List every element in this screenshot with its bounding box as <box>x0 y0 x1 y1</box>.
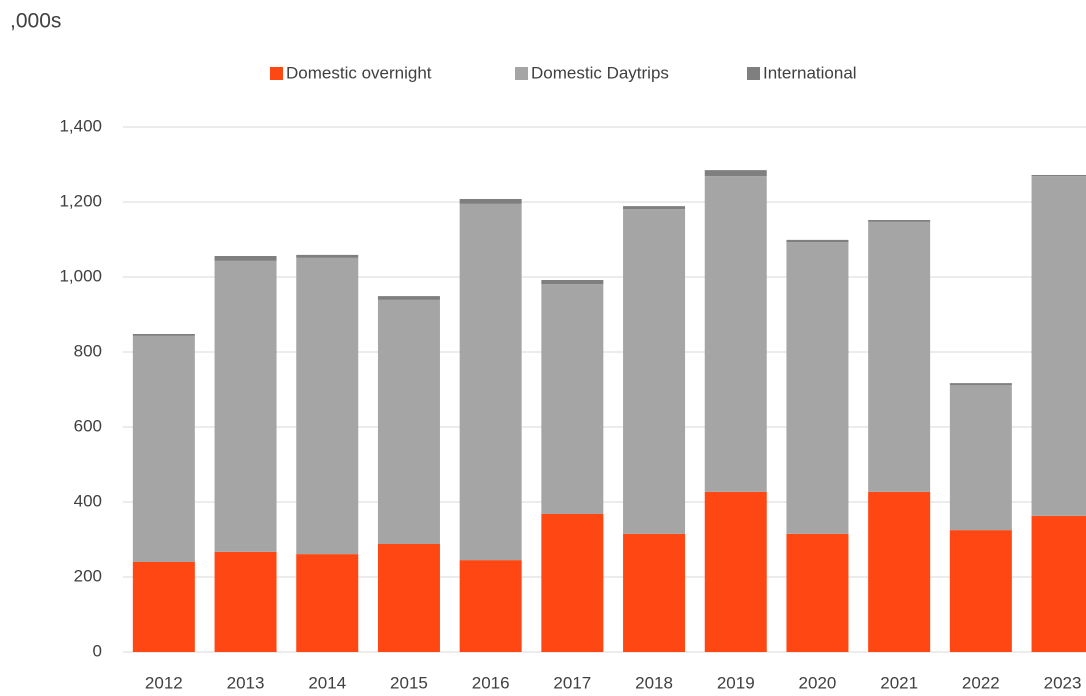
y-tick-label: 200 <box>74 566 102 585</box>
x-tick-label: 2017 <box>553 673 591 692</box>
bar-segment <box>704 170 767 177</box>
legend-label: International <box>763 63 857 82</box>
y-tick-label: 1,000 <box>59 266 102 285</box>
bar-segment <box>132 334 195 336</box>
bar-segment <box>1031 175 1086 177</box>
bar-segment <box>541 514 604 652</box>
bar-segment <box>1031 515 1086 652</box>
x-tick-label: 2023 <box>1044 673 1082 692</box>
bar-segment <box>786 533 849 652</box>
bar-segment <box>214 260 277 552</box>
bar-segment <box>214 256 277 261</box>
x-tick-label: 2015 <box>390 673 428 692</box>
bar-segment <box>214 551 277 652</box>
legend-swatch <box>270 67 283 80</box>
bar-segment <box>541 284 604 514</box>
bar-segment <box>459 560 522 652</box>
x-tick-label: 2016 <box>472 673 510 692</box>
y-tick-label: 0 <box>93 641 102 660</box>
bar-segment <box>296 254 359 258</box>
x-tick-label: 2018 <box>635 673 673 692</box>
bar-segment <box>786 242 849 534</box>
x-tick-label: 2013 <box>227 673 265 692</box>
bar-segment <box>296 554 359 652</box>
bar-segment <box>541 280 604 285</box>
x-tick-label: 2021 <box>880 673 918 692</box>
y-tick-label: 600 <box>74 416 102 435</box>
bar-segment <box>786 239 849 243</box>
y-tick-label: 1,400 <box>59 116 102 135</box>
bar-segment <box>377 296 440 300</box>
y-tick-label: 400 <box>74 491 102 510</box>
bar-segment <box>868 221 931 492</box>
legend-label: Domestic Daytrips <box>531 63 669 82</box>
x-tick-label: 2012 <box>145 673 183 692</box>
x-tick-label: 2020 <box>799 673 837 692</box>
bar-segment <box>377 299 440 544</box>
legend-swatch <box>515 67 528 80</box>
y-tick-label: 800 <box>74 341 102 360</box>
bar-segment <box>132 335 195 562</box>
legend-swatch <box>747 67 760 80</box>
bar-segment <box>949 385 1012 531</box>
bar-segment <box>704 491 767 652</box>
bar-segment <box>623 206 686 210</box>
axis-unit-label: ,000s <box>10 10 61 33</box>
bar-segment <box>623 533 686 652</box>
bar-segment <box>868 220 931 222</box>
bar-segment <box>1031 176 1086 516</box>
bar-segment <box>868 491 931 652</box>
x-tick-label: 2019 <box>717 673 755 692</box>
x-tick-label: 2022 <box>962 673 1000 692</box>
bar-segment <box>949 530 1012 652</box>
x-tick-label: 2014 <box>308 673 346 692</box>
bar-segment <box>704 176 767 492</box>
y-tick-label: 1,200 <box>59 191 102 210</box>
bar-segment <box>296 257 359 555</box>
bar-segment <box>132 562 195 652</box>
bar-segment <box>377 544 440 652</box>
bar-segment <box>459 203 522 561</box>
legend-label: Domestic overnight <box>286 63 432 82</box>
bar-segment <box>623 209 686 534</box>
bar-segment <box>949 383 1012 385</box>
bar-segment <box>459 199 522 204</box>
